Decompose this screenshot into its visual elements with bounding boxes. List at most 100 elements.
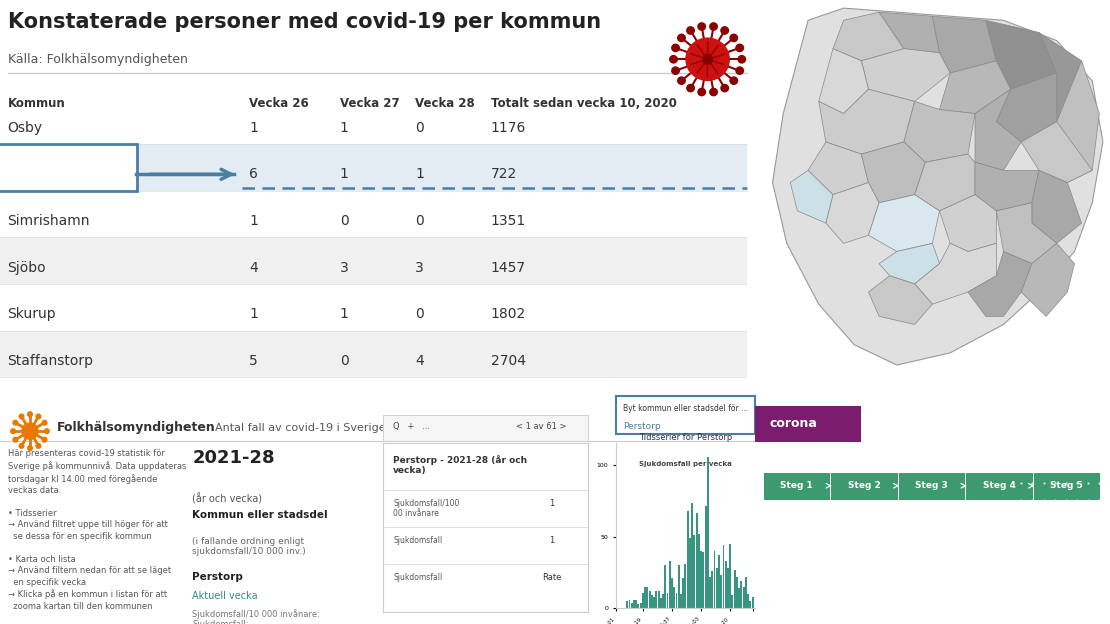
Polygon shape — [819, 89, 915, 154]
Text: Totalt sedan vecka 10, 2020: Totalt sedan vecka 10, 2020 — [491, 97, 676, 110]
Bar — [633, 600, 635, 608]
Bar — [639, 603, 642, 608]
Text: 1: 1 — [415, 167, 424, 182]
Circle shape — [730, 34, 737, 42]
Text: Källa: Folkhälsomyndigheten: Källa: Folkhälsomyndigheten — [8, 53, 188, 66]
Bar — [727, 568, 729, 608]
Text: 4: 4 — [415, 354, 424, 368]
Text: 3: 3 — [415, 261, 424, 275]
Text: 722: 722 — [491, 167, 517, 182]
Bar — [745, 577, 747, 608]
Text: Perstorp - 2021-28 (år och
vecka): Perstorp - 2021-28 (år och vecka) — [393, 455, 527, 475]
Polygon shape — [868, 276, 932, 324]
Text: 4: 4 — [249, 261, 258, 275]
Circle shape — [730, 77, 737, 84]
Bar — [672, 578, 673, 608]
Text: Sjukdomsfall/100
00 invånare: Sjukdomsfall/100 00 invånare — [393, 499, 460, 518]
Polygon shape — [832, 12, 904, 61]
Polygon shape — [904, 101, 975, 162]
Bar — [664, 565, 666, 608]
Text: 5: 5 — [249, 354, 258, 368]
Text: Restriktionerna kommer att avvecklas i fem steg. Första steget inleddes den 1 ju: Restriktionerna kommer att avvecklas i f… — [766, 541, 1109, 589]
Bar — [747, 594, 749, 608]
Bar — [694, 535, 695, 608]
Bar — [667, 593, 668, 608]
Circle shape — [736, 44, 744, 52]
Bar — [0, 144, 747, 191]
Text: Simrishamn: Simrishamn — [8, 214, 90, 228]
Text: Antal fall av covid-19 i Sverige på kommunnivå: Antal fall av covid-19 i Sverige på komm… — [215, 421, 480, 433]
Bar — [678, 565, 679, 608]
Text: Kommun: Kommun — [8, 97, 65, 110]
Circle shape — [672, 44, 679, 52]
Circle shape — [37, 444, 41, 448]
Bar — [749, 601, 751, 608]
Polygon shape — [1032, 170, 1081, 243]
Text: Sjukdomsfall/10 000 invånare:: Sjukdomsfall/10 000 invånare: — [192, 609, 321, 618]
Text: 1351: 1351 — [491, 214, 526, 228]
Bar — [734, 570, 736, 608]
Polygon shape — [1021, 243, 1074, 316]
Text: 1: 1 — [340, 167, 349, 182]
Text: Aktuell vecka: Aktuell vecka — [192, 592, 259, 602]
Polygon shape — [997, 203, 1057, 263]
Bar — [628, 600, 630, 608]
Bar — [729, 544, 731, 608]
Polygon shape — [868, 195, 939, 251]
Bar — [703, 552, 704, 608]
Text: 1: 1 — [249, 214, 258, 228]
Text: Sjukdomsfall: Sjukdomsfall — [393, 573, 443, 582]
Text: Byt kommun eller stadsdel för ...: Byt kommun eller stadsdel för ... — [623, 404, 748, 414]
Text: JUL
15: JUL 15 — [905, 534, 917, 554]
Circle shape — [11, 429, 16, 434]
Circle shape — [687, 84, 695, 92]
Circle shape — [13, 437, 18, 442]
Text: Vecka 27: Vecka 27 — [340, 97, 400, 110]
Bar — [626, 601, 628, 608]
Text: Q   +   ...: Q + ... — [393, 422, 431, 431]
Polygon shape — [997, 73, 1057, 142]
Text: 1: 1 — [340, 120, 349, 135]
Text: 1457: 1457 — [491, 261, 526, 275]
Polygon shape — [1021, 122, 1092, 182]
Circle shape — [703, 54, 713, 64]
Bar — [731, 595, 734, 608]
Bar — [705, 506, 707, 608]
Bar — [707, 457, 709, 608]
FancyBboxPatch shape — [830, 472, 898, 500]
Text: 0: 0 — [415, 120, 424, 135]
Text: 0: 0 — [415, 307, 424, 321]
FancyBboxPatch shape — [898, 472, 966, 500]
Text: Sjukdomsfall: Sjukdomsfall — [393, 535, 443, 545]
Circle shape — [698, 89, 706, 95]
Bar — [648, 591, 650, 608]
Bar — [655, 591, 657, 608]
Polygon shape — [773, 8, 1103, 365]
Polygon shape — [975, 162, 1039, 211]
Text: 3: 3 — [340, 261, 349, 275]
Circle shape — [42, 421, 47, 425]
Bar — [714, 551, 716, 608]
Polygon shape — [879, 243, 939, 284]
Polygon shape — [861, 49, 950, 101]
Bar — [653, 597, 655, 608]
Text: Osby: Osby — [8, 120, 42, 135]
Text: Rate: Rate — [542, 573, 561, 582]
Circle shape — [28, 412, 32, 417]
Circle shape — [736, 67, 744, 74]
Text: Staffanstorp: Staffanstorp — [8, 354, 93, 368]
Text: Skurup: Skurup — [8, 307, 57, 321]
Bar — [718, 555, 720, 608]
Polygon shape — [819, 49, 868, 114]
Text: 1802: 1802 — [491, 307, 526, 321]
Text: < 1 av 61 >: < 1 av 61 > — [516, 422, 567, 431]
Bar — [635, 600, 637, 608]
Text: 1: 1 — [340, 307, 349, 321]
Bar — [669, 561, 670, 608]
Bar — [698, 534, 699, 608]
Text: corona: corona — [769, 417, 817, 430]
Circle shape — [678, 77, 685, 84]
Text: Konstaterade personer med covid-19 per kommun: Konstaterade personer med covid-19 per k… — [8, 12, 601, 32]
Polygon shape — [915, 243, 997, 305]
Text: (i fallande ordning enligt
sjukdomsfall/10 000 inv.): (i fallande ordning enligt sjukdomsfall/… — [192, 537, 306, 556]
